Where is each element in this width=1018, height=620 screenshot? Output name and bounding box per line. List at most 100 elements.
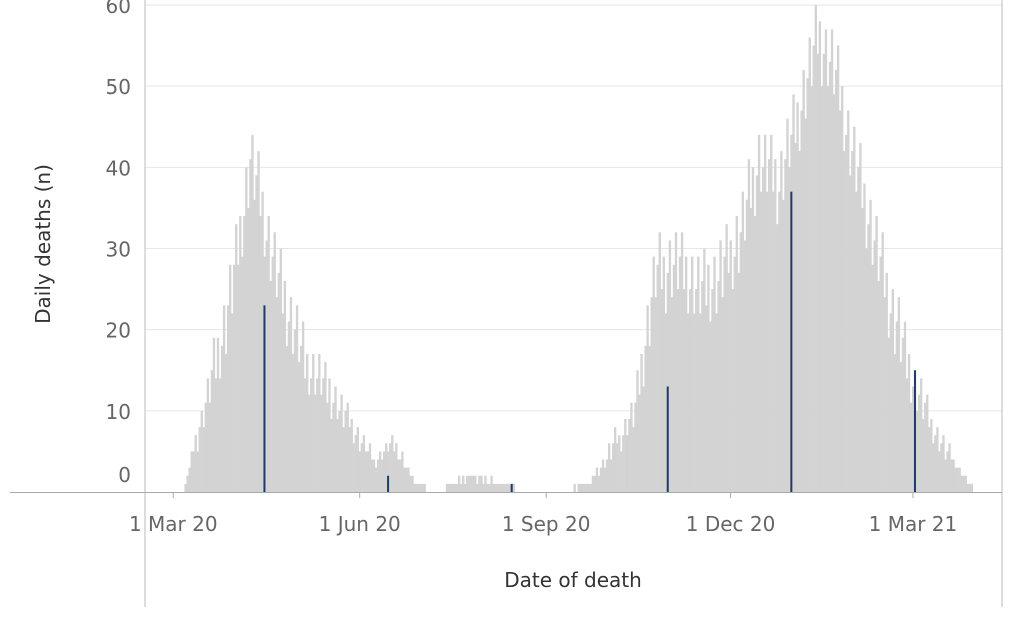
daily-bar	[241, 256, 244, 492]
daily-bar	[198, 427, 201, 492]
daily-bar	[814, 5, 817, 492]
daily-bar	[589, 483, 593, 492]
daily-bar	[670, 297, 674, 492]
daily-bar	[780, 151, 783, 492]
daily-bar	[747, 159, 751, 492]
daily-bar	[674, 232, 678, 492]
daily-bar	[648, 345, 651, 492]
daily-bar	[330, 418, 333, 492]
daily-bar	[291, 354, 295, 492]
daily-bar	[464, 483, 467, 492]
daily-bar	[865, 248, 868, 492]
daily-bar	[340, 394, 343, 492]
bar-series	[184, 5, 974, 493]
daily-bar	[883, 297, 886, 492]
daily-bar	[739, 232, 742, 492]
daily-bar	[686, 313, 690, 492]
daily-bar	[857, 167, 860, 493]
daily-bar	[206, 378, 210, 492]
daily-bar	[239, 216, 242, 493]
daily-bar	[828, 61, 832, 493]
daily-bar	[378, 451, 382, 492]
daily-bar	[496, 483, 499, 492]
daily-bar	[401, 451, 404, 492]
daily-bar	[761, 167, 765, 493]
daily-bar	[283, 280, 287, 492]
daily-bar	[445, 483, 449, 492]
daily-bar	[603, 467, 607, 492]
daily-bar	[851, 151, 854, 492]
daily-bar	[208, 402, 212, 492]
daily-bar	[466, 475, 469, 492]
daily-bar	[766, 191, 769, 492]
daily-bar	[650, 297, 653, 492]
daily-bar	[824, 29, 828, 492]
daily-bar	[757, 134, 761, 492]
daily-bar	[751, 167, 755, 493]
daily-bar	[966, 483, 969, 492]
daily-bar	[320, 394, 323, 492]
daily-bar	[451, 483, 455, 492]
daily-bar	[587, 483, 591, 492]
daily-bar	[855, 191, 858, 492]
daily-bar	[701, 280, 704, 492]
daily-bar	[721, 297, 724, 492]
daily-bar	[480, 475, 483, 492]
daily-bar	[859, 142, 862, 492]
daily-bar	[387, 451, 390, 492]
x-tick-label: 1 Sep 20	[502, 512, 591, 536]
daily-bar	[640, 354, 643, 492]
daily-bar	[289, 297, 293, 492]
daily-bar	[689, 289, 692, 492]
daily-bar	[316, 378, 319, 492]
daily-bar	[457, 475, 461, 492]
y-axis-title: Daily deaths (n)	[31, 164, 55, 324]
daily-bar	[419, 483, 422, 492]
daily-bar	[447, 483, 451, 492]
daily-bar	[612, 443, 615, 492]
daily-bar	[372, 459, 376, 492]
daily-bar	[822, 53, 826, 492]
daily-bar	[887, 337, 890, 492]
daily-bar	[411, 475, 414, 492]
y-tick-label: 0	[118, 463, 131, 487]
daily-bar	[893, 354, 897, 492]
daily-bar	[346, 402, 349, 492]
daily-bar	[267, 216, 270, 493]
daily-bar	[932, 443, 935, 492]
daily-bar	[279, 248, 282, 492]
daily-bar	[946, 451, 949, 492]
daily-bar	[455, 483, 459, 492]
daily-bar	[763, 134, 767, 492]
daily-bar	[453, 483, 457, 492]
daily-bar	[328, 378, 331, 492]
daily-bar	[356, 427, 359, 492]
daily-bar	[474, 475, 477, 492]
daily-bar	[964, 475, 967, 492]
daily-bar	[727, 272, 730, 492]
daily-bar	[224, 354, 228, 492]
daily-bar	[873, 240, 876, 492]
daily-bar	[938, 451, 941, 492]
daily-bar	[231, 313, 234, 492]
daily-bar	[585, 483, 588, 492]
daily-bar	[577, 483, 580, 492]
daily-bar	[843, 151, 846, 492]
daily-bar	[705, 305, 708, 492]
daily-bar	[299, 345, 303, 492]
x-tick-label: 1 Mar 20	[129, 512, 218, 536]
daily-bar	[903, 321, 907, 492]
daily-bar	[405, 467, 408, 492]
daily-bar	[875, 216, 878, 493]
daily-bar	[468, 475, 471, 492]
daily-bar	[810, 86, 813, 493]
daily-bar	[393, 451, 396, 492]
daily-bar	[804, 118, 807, 492]
daily-bar	[836, 45, 840, 492]
daily-bar	[237, 264, 240, 492]
daily-bar	[772, 191, 775, 492]
daily-bar	[922, 418, 925, 492]
daily-bar	[759, 191, 763, 492]
daily-bar	[186, 475, 189, 492]
daily-bar	[334, 386, 337, 492]
